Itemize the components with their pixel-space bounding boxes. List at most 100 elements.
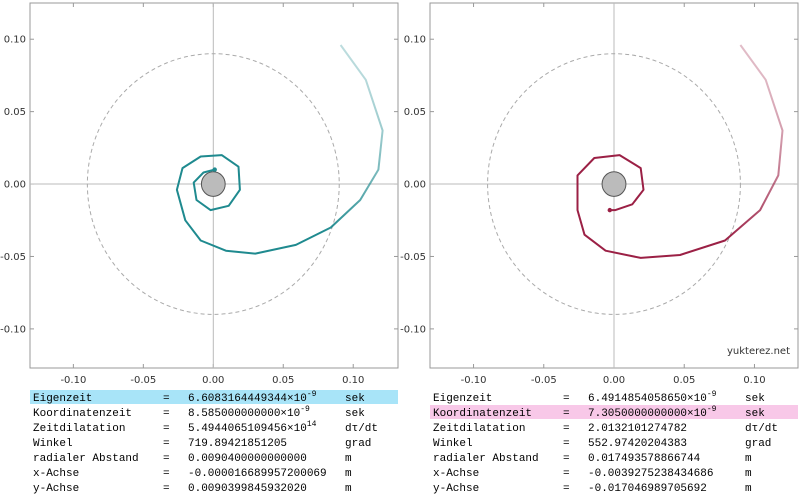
value-text: 2.0132101274782	[588, 423, 687, 435]
row-label: Koordinatenzeit	[33, 408, 132, 420]
trajectory	[576, 44, 784, 259]
row-label: Koordinatenzeit	[433, 408, 532, 420]
row-label: Eigenzeit	[433, 393, 492, 405]
y-tick-label: 0.10	[4, 35, 26, 46]
y-tick-label: -0.05	[0, 252, 26, 263]
separator: =	[563, 423, 570, 435]
x-tick-label: 0.05	[673, 375, 695, 386]
end-point	[607, 207, 612, 213]
row-unit: grad	[345, 438, 371, 450]
value-text: 0.0090399845932020	[188, 483, 307, 495]
value-text: 552.97420204383	[588, 438, 687, 450]
value-text: 7.3050000000000×10	[588, 408, 707, 420]
value-text: -0.0039275238434686	[588, 468, 713, 480]
y-tick-label: 0.10	[404, 35, 426, 46]
separator: =	[163, 408, 170, 420]
exponent: -9	[707, 390, 717, 399]
row-unit: sek	[345, 408, 365, 420]
separator: =	[563, 453, 570, 465]
row-unit: m	[345, 453, 352, 465]
row-unit: dτ/dt	[345, 423, 378, 435]
row-label: Winkel	[433, 438, 473, 450]
row-label: y-Achse	[33, 483, 79, 495]
row-unit: sek	[745, 393, 765, 405]
value-text: 6.6083164449344×10	[188, 393, 307, 405]
row-label: Winkel	[33, 438, 73, 450]
central-body	[601, 171, 627, 197]
x-tick-label: 0.00	[603, 375, 625, 386]
y-tick-label: 0.00	[404, 180, 426, 191]
y-tick-label: -0.10	[400, 324, 426, 335]
value-text: 6.4914854058650×10	[588, 393, 707, 405]
x-tick-label: -0.05	[130, 375, 156, 386]
row-value: 0.0090399845932020	[188, 483, 307, 495]
y-tick-label: 0.05	[404, 107, 426, 118]
row-value: 0.017493578866744	[588, 453, 701, 465]
row-unit: m	[745, 453, 752, 465]
exponent: 14	[307, 420, 317, 429]
row-label: x-Achse	[433, 468, 479, 480]
x-tick-label: -0.10	[60, 375, 86, 386]
row-unit: grad	[745, 438, 771, 450]
end-point	[212, 167, 217, 172]
row-value: 6.6083164449344×10-9	[188, 390, 317, 405]
x-tick-label: -0.10	[461, 375, 487, 386]
exponent: -9	[707, 405, 717, 414]
row-label: Zeitdilatation	[433, 423, 525, 435]
row-value: -0.017046989705692	[588, 483, 707, 495]
separator: =	[163, 438, 170, 450]
value-text: 8.585000000000×10	[188, 408, 300, 420]
separator: =	[163, 393, 170, 405]
reference-circle	[487, 53, 741, 315]
row-label: y-Achse	[433, 483, 479, 495]
row-value: 552.97420204383	[588, 438, 687, 450]
row-label: x-Achse	[33, 468, 79, 480]
y-tick-label: -0.10	[0, 324, 26, 335]
separator: =	[563, 408, 570, 420]
row-label: radialer Abstand	[33, 453, 139, 465]
row-value: 0.0090400000000000	[188, 453, 307, 465]
separator: =	[563, 393, 570, 405]
row-unit: m	[345, 468, 352, 480]
reference-circle	[86, 53, 340, 315]
row-label: Zeitdilatation	[33, 423, 125, 435]
value-text: 719.89421851205	[188, 438, 287, 450]
row-value: -0.000016689957200069	[188, 468, 327, 480]
row-value: 5.4944065109456×1014	[188, 420, 317, 435]
y-tick-label: 0.05	[4, 107, 26, 118]
watermark: yukterez.net	[727, 346, 790, 357]
value-text: 5.4944065109456×10	[188, 423, 307, 435]
value-text: 0.017493578866744	[588, 453, 701, 465]
row-unit: sek	[745, 408, 765, 420]
y-tick-label: 0.00	[4, 180, 26, 191]
value-text: -0.017046989705692	[588, 483, 707, 495]
trajectory	[175, 44, 384, 255]
value-text: 0.0090400000000000	[188, 453, 307, 465]
x-tick-label: -0.05	[531, 375, 557, 386]
x-tick-label: 0.00	[202, 375, 224, 386]
separator: =	[563, 468, 570, 480]
row-unit: m	[745, 468, 752, 480]
row-unit: dτ/dt	[745, 423, 778, 435]
row-label: radialer Abstand	[433, 453, 539, 465]
row-value: 6.4914854058650×10-9	[588, 390, 717, 405]
row-value: 719.89421851205	[188, 438, 287, 450]
row-value: -0.0039275238434686	[588, 468, 713, 480]
separator: =	[163, 453, 170, 465]
separator: =	[563, 483, 570, 495]
row-unit: m	[345, 483, 352, 495]
y-tick-label: -0.05	[400, 252, 426, 263]
row-highlight	[30, 390, 398, 404]
exponent: -9	[307, 390, 317, 399]
x-tick-label: 0.10	[342, 375, 364, 386]
row-highlight	[430, 405, 798, 419]
separator: =	[163, 423, 170, 435]
separator: =	[163, 468, 170, 480]
row-value: 2.0132101274782	[588, 423, 687, 435]
row-value: 7.3050000000000×10-9	[588, 405, 717, 420]
separator: =	[163, 483, 170, 495]
value-text: -0.000016689957200069	[188, 468, 327, 480]
row-unit: sek	[345, 393, 365, 405]
row-unit: m	[745, 483, 752, 495]
